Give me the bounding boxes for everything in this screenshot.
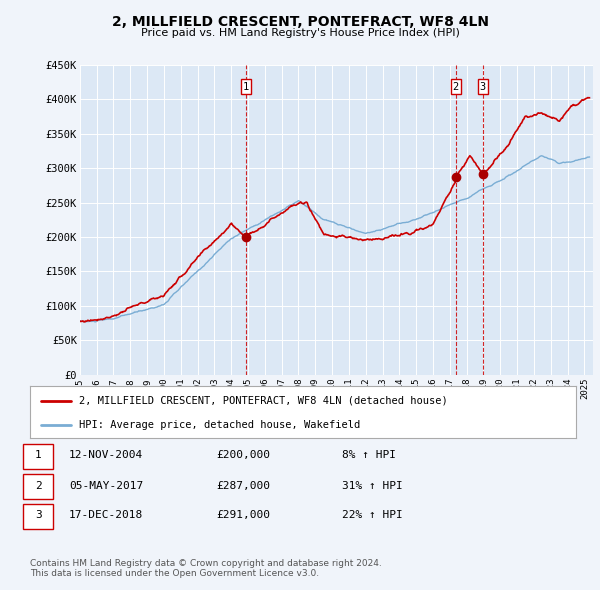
Text: £287,000: £287,000 [216,481,270,490]
Text: 2: 2 [452,81,459,91]
Text: Contains HM Land Registry data © Crown copyright and database right 2024.: Contains HM Land Registry data © Crown c… [30,559,382,568]
Text: HPI: Average price, detached house, Wakefield: HPI: Average price, detached house, Wake… [79,421,361,430]
Text: 2: 2 [35,481,42,490]
Text: 1: 1 [35,451,42,460]
Text: 22% ↑ HPI: 22% ↑ HPI [342,510,403,520]
Text: £291,000: £291,000 [216,510,270,520]
Text: 05-MAY-2017: 05-MAY-2017 [69,481,143,490]
Text: 3: 3 [479,81,486,91]
Text: 8% ↑ HPI: 8% ↑ HPI [342,451,396,460]
Text: £200,000: £200,000 [216,451,270,460]
Text: 17-DEC-2018: 17-DEC-2018 [69,510,143,520]
Text: 2, MILLFIELD CRESCENT, PONTEFRACT, WF8 4LN (detached house): 2, MILLFIELD CRESCENT, PONTEFRACT, WF8 4… [79,396,448,406]
Text: 31% ↑ HPI: 31% ↑ HPI [342,481,403,490]
Text: 3: 3 [35,510,42,520]
Text: 1: 1 [242,81,249,91]
Text: This data is licensed under the Open Government Licence v3.0.: This data is licensed under the Open Gov… [30,569,319,578]
Text: 12-NOV-2004: 12-NOV-2004 [69,451,143,460]
Text: 2, MILLFIELD CRESCENT, PONTEFRACT, WF8 4LN: 2, MILLFIELD CRESCENT, PONTEFRACT, WF8 4… [112,15,488,29]
Text: Price paid vs. HM Land Registry's House Price Index (HPI): Price paid vs. HM Land Registry's House … [140,28,460,38]
